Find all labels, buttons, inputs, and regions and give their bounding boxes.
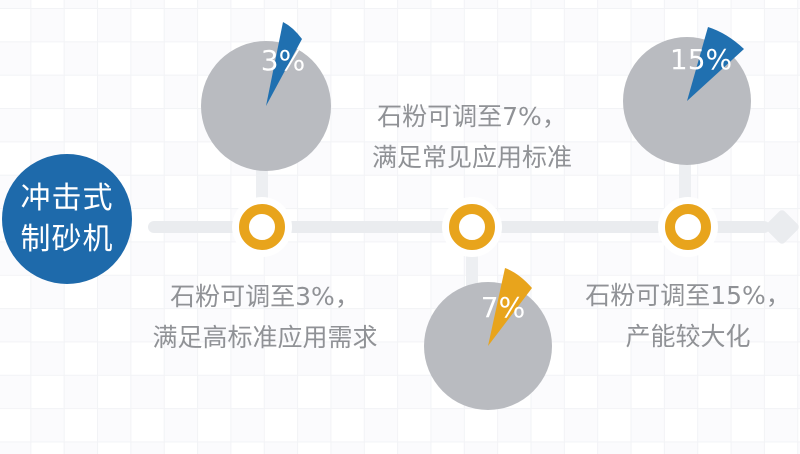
pie-chart-15-percent: 15% bbox=[623, 27, 751, 165]
timeline-node-ring-1 bbox=[239, 204, 285, 250]
description-line1: 石粉可调至7%， bbox=[377, 102, 567, 131]
pie-wedge bbox=[687, 27, 744, 101]
description-line2: 产能较大化 bbox=[625, 322, 751, 351]
hub-circle: 冲击式 制砂机 bbox=[2, 154, 132, 284]
pie-wedge bbox=[266, 22, 302, 106]
timeline-node-ring-3 bbox=[665, 204, 711, 250]
description-3-percent: 石粉可调至3%， 满足高标准应用需求 bbox=[95, 276, 435, 358]
pie-percent-label: 7% bbox=[481, 291, 525, 324]
description-line1: 石粉可调至15%， bbox=[585, 281, 791, 310]
pie-percent-label: 3% bbox=[261, 44, 305, 77]
description-line2: 满足常见应用标准 bbox=[371, 143, 572, 172]
description-line1: 石粉可调至3%， bbox=[170, 282, 360, 311]
timeline-node-ring-2 bbox=[449, 204, 495, 250]
connector-stem-1 bbox=[256, 162, 268, 207]
connector-stem-3 bbox=[679, 160, 691, 207]
pie-chart-3-percent: 3% bbox=[201, 22, 331, 171]
pie-percent-label: 15% bbox=[670, 43, 732, 76]
timeline-arrow-diamond bbox=[763, 208, 800, 246]
description-7-percent: 石粉可调至7%， 满足常见应用标准 bbox=[302, 96, 642, 178]
description-line2: 满足高标准应用需求 bbox=[152, 323, 378, 352]
hub-title-line2: 制砂机 bbox=[20, 222, 114, 257]
description-15-percent: 石粉可调至15%， 产能较大化 bbox=[518, 275, 800, 357]
hub-title-line1: 冲击式 bbox=[20, 181, 114, 216]
pie-chart-7-percent: 7% bbox=[424, 268, 552, 410]
pie-wedge bbox=[488, 268, 532, 346]
